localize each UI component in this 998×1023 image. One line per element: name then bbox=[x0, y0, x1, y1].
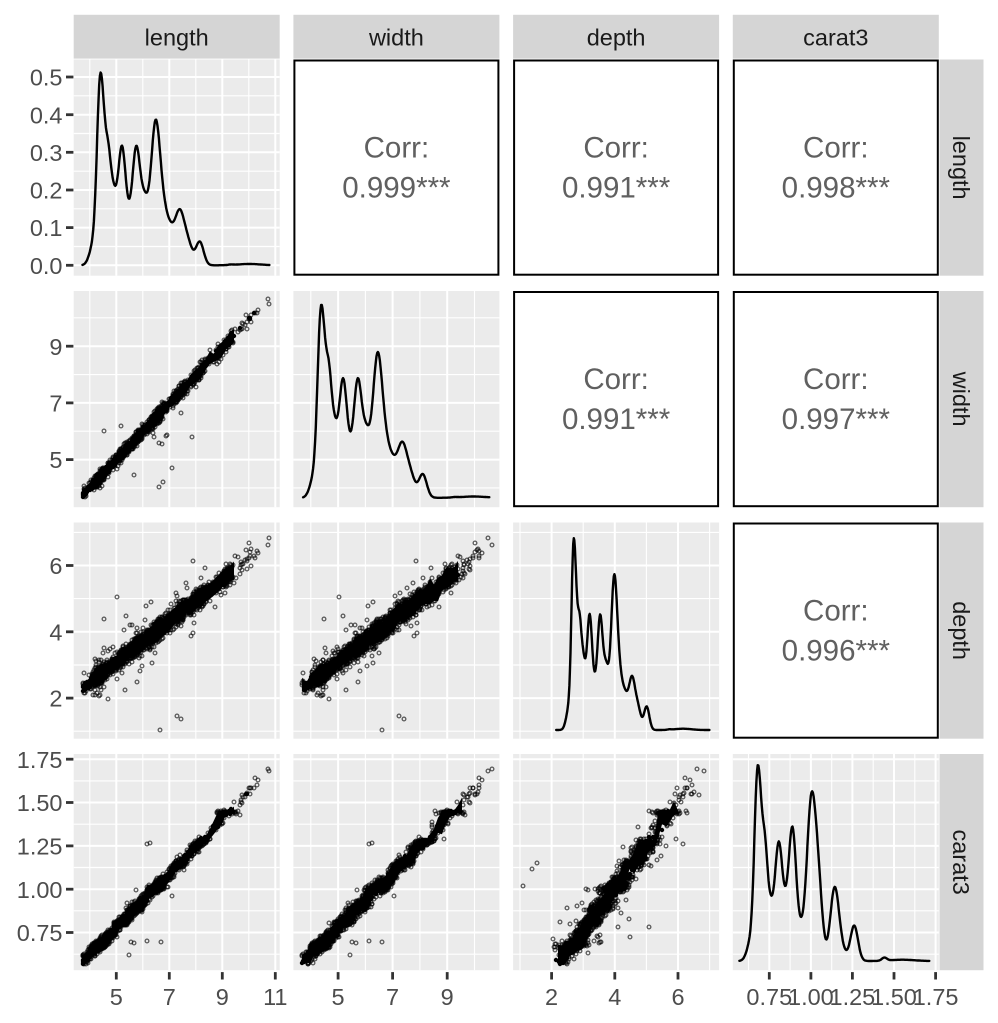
svg-text:depth: depth bbox=[948, 601, 974, 660]
svg-text:Corr:: Corr: bbox=[803, 363, 869, 396]
svg-text:7: 7 bbox=[49, 391, 62, 417]
svg-text:Corr:: Corr: bbox=[803, 595, 869, 628]
svg-text:depth: depth bbox=[587, 24, 646, 50]
svg-text:width: width bbox=[948, 371, 974, 427]
svg-text:5: 5 bbox=[332, 984, 345, 1010]
svg-text:Corr:: Corr: bbox=[583, 363, 649, 396]
svg-text:carat3: carat3 bbox=[803, 24, 868, 50]
svg-text:1.25: 1.25 bbox=[830, 984, 876, 1010]
svg-text:0.75: 0.75 bbox=[746, 984, 792, 1010]
svg-text:1.00: 1.00 bbox=[788, 984, 834, 1010]
svg-text:0.996***: 0.996*** bbox=[782, 634, 891, 667]
svg-text:9: 9 bbox=[216, 984, 229, 1010]
svg-text:0.1: 0.1 bbox=[30, 215, 63, 241]
svg-text:carat3: carat3 bbox=[948, 829, 974, 894]
svg-text:0.991***: 0.991*** bbox=[562, 171, 671, 204]
svg-text:1.75: 1.75 bbox=[913, 984, 959, 1010]
svg-text:11: 11 bbox=[263, 984, 287, 1010]
svg-text:1.50: 1.50 bbox=[871, 984, 917, 1010]
svg-text:5: 5 bbox=[110, 984, 123, 1010]
svg-text:Corr:: Corr: bbox=[583, 132, 649, 165]
svg-text:9: 9 bbox=[49, 334, 62, 360]
svg-text:4: 4 bbox=[608, 984, 621, 1010]
svg-text:7: 7 bbox=[163, 984, 176, 1010]
svg-text:1.25: 1.25 bbox=[17, 834, 63, 860]
svg-text:1.75: 1.75 bbox=[17, 747, 63, 773]
svg-text:0.75: 0.75 bbox=[17, 920, 63, 946]
svg-text:0.998***: 0.998*** bbox=[782, 171, 891, 204]
svg-text:7: 7 bbox=[386, 984, 399, 1010]
svg-text:0.0: 0.0 bbox=[30, 253, 63, 279]
svg-text:2: 2 bbox=[49, 686, 62, 712]
svg-text:0.5: 0.5 bbox=[30, 65, 63, 91]
svg-text:1.00: 1.00 bbox=[17, 877, 63, 903]
svg-text:0.4: 0.4 bbox=[30, 102, 63, 128]
svg-text:5: 5 bbox=[49, 447, 62, 473]
svg-text:6: 6 bbox=[49, 553, 62, 579]
svg-text:length: length bbox=[948, 136, 974, 200]
svg-text:6: 6 bbox=[671, 984, 684, 1010]
svg-text:0.991***: 0.991*** bbox=[562, 403, 671, 436]
svg-text:4: 4 bbox=[49, 619, 62, 645]
svg-text:width: width bbox=[368, 24, 424, 50]
svg-text:9: 9 bbox=[441, 984, 454, 1010]
svg-text:1.50: 1.50 bbox=[17, 790, 63, 816]
svg-text:length: length bbox=[145, 24, 209, 50]
svg-text:0.997***: 0.997*** bbox=[782, 403, 891, 436]
svg-text:Corr:: Corr: bbox=[364, 132, 430, 165]
svg-text:0.2: 0.2 bbox=[30, 178, 63, 204]
svg-text:2: 2 bbox=[545, 984, 558, 1010]
svg-text:0.3: 0.3 bbox=[30, 140, 63, 166]
svg-text:0.999***: 0.999*** bbox=[342, 171, 451, 204]
svg-text:Corr:: Corr: bbox=[803, 132, 869, 165]
